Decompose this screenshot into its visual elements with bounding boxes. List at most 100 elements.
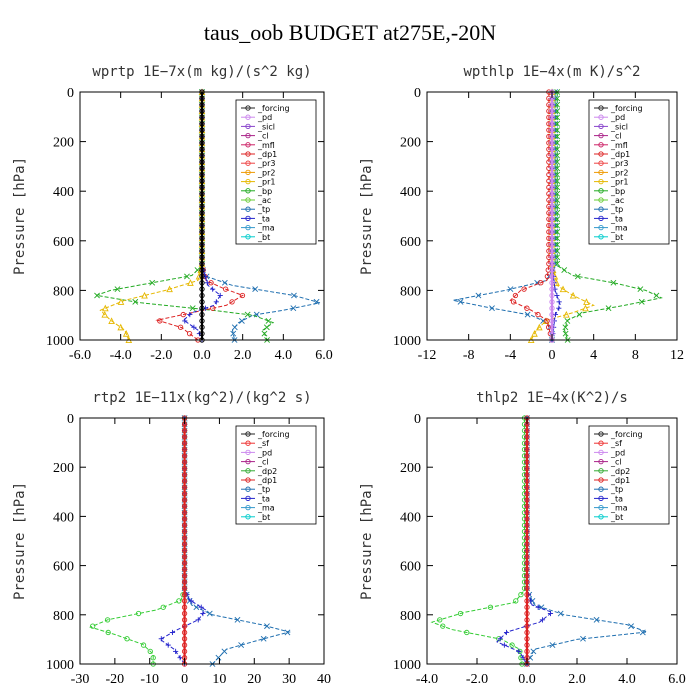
data-point <box>598 440 604 446</box>
data-point <box>245 234 251 240</box>
chart-panel-3: rtp2 1E−11x(kg^2)/(kg^2 s) Pressure [hPa]… <box>12 390 331 687</box>
data-point <box>549 642 556 648</box>
plot-frame <box>426 417 678 665</box>
data-point <box>549 248 555 254</box>
data-point <box>181 497 188 503</box>
data-point <box>524 604 530 610</box>
legend-label: _forcing <box>610 430 643 439</box>
series-pr1 <box>99 88 206 344</box>
data-point <box>524 585 530 591</box>
series-pd <box>549 89 555 343</box>
y-tick-label: 800 <box>53 284 74 299</box>
data-point <box>598 468 604 474</box>
data-point <box>199 216 205 222</box>
data-point <box>181 427 188 434</box>
data-point <box>598 514 604 520</box>
data-point <box>554 178 561 184</box>
legend-label: _ma <box>610 504 628 513</box>
data-point <box>524 497 530 503</box>
legend-label: _sicl <box>610 122 628 131</box>
y-tick-label: 600 <box>400 235 421 250</box>
data-point <box>181 434 188 440</box>
data-point <box>166 285 173 293</box>
data-point <box>181 446 188 453</box>
data-point <box>487 604 494 610</box>
data-point <box>549 121 555 127</box>
x-tick-label: -10 <box>140 672 159 687</box>
data-point <box>199 318 205 324</box>
data-point <box>245 468 251 474</box>
data-point <box>245 486 251 492</box>
data-point <box>549 222 555 229</box>
data-point <box>549 311 555 318</box>
data-point <box>264 623 270 630</box>
y-tick-label: 200 <box>400 136 421 151</box>
chart-title: rtp2 1E−11x(kg^2)/(kg^2 s) <box>92 390 311 406</box>
y-axis-label: Pressure [hPa] <box>12 482 28 600</box>
legend-label: _pd <box>257 448 272 457</box>
data-point <box>574 273 581 280</box>
data-point <box>524 465 530 472</box>
data-point <box>239 292 246 299</box>
data-point <box>546 324 552 330</box>
data-point <box>181 440 188 446</box>
data-point <box>181 598 188 604</box>
data-point <box>598 224 604 231</box>
chart-title: wprtp 1E−7x(m kg)/(s^2 kg) <box>92 64 311 80</box>
data-point <box>238 318 245 324</box>
data-point <box>108 317 115 324</box>
data-point <box>524 541 530 547</box>
data-point <box>549 299 555 305</box>
data-point <box>524 472 530 478</box>
y-tick-label: 400 <box>53 510 74 525</box>
data-point <box>181 547 188 554</box>
y-tick-label: 600 <box>53 235 74 250</box>
data-point <box>524 623 530 629</box>
legend-label: _mfl <box>610 141 628 150</box>
chart-panel-4: thlp2 1E−4x(K^2)/s Pressure [hPa] -4.0 -2.0… <box>359 390 686 687</box>
data-point <box>195 272 203 280</box>
data-point <box>524 453 530 459</box>
series-dp1 <box>509 89 555 343</box>
data-point <box>181 509 188 516</box>
data-point <box>221 648 228 655</box>
data-point <box>549 159 555 165</box>
data-point <box>199 210 205 216</box>
data-point <box>598 151 604 157</box>
data-point <box>181 541 188 547</box>
data-point <box>229 299 235 305</box>
data-point <box>245 431 251 437</box>
data-point <box>628 623 635 630</box>
series-line <box>509 92 553 341</box>
data-point <box>509 642 515 648</box>
data-point <box>598 169 604 176</box>
legend-label: _ma <box>257 224 275 233</box>
data-point <box>181 604 188 610</box>
series-bp <box>554 89 663 343</box>
data-point <box>181 465 188 472</box>
y-tick-label: 1000 <box>393 334 421 349</box>
legend-label: _forcing <box>257 430 290 439</box>
legend-label: _dp1 <box>257 150 277 159</box>
data-point <box>564 318 571 324</box>
data-point <box>199 241 205 248</box>
data-point <box>535 311 541 318</box>
legend-label: _tp <box>257 205 270 214</box>
data-point <box>549 152 555 159</box>
x-tick-label: -8 <box>463 348 475 363</box>
data-point <box>199 184 205 191</box>
data-point <box>189 305 196 312</box>
data-point <box>199 140 205 146</box>
legend-label: _mfl <box>257 141 275 150</box>
y-tick-label: 1000 <box>46 334 74 349</box>
legend-label: _ac <box>257 196 271 205</box>
x-tick-label: -4 <box>504 348 516 363</box>
data-point <box>104 617 111 623</box>
data-point <box>562 330 569 337</box>
x-tick-label: -4.0 <box>416 672 438 687</box>
x-tick-label: 10 <box>212 672 226 687</box>
data-point <box>569 291 577 299</box>
data-point <box>475 292 482 299</box>
data-point <box>199 299 205 305</box>
